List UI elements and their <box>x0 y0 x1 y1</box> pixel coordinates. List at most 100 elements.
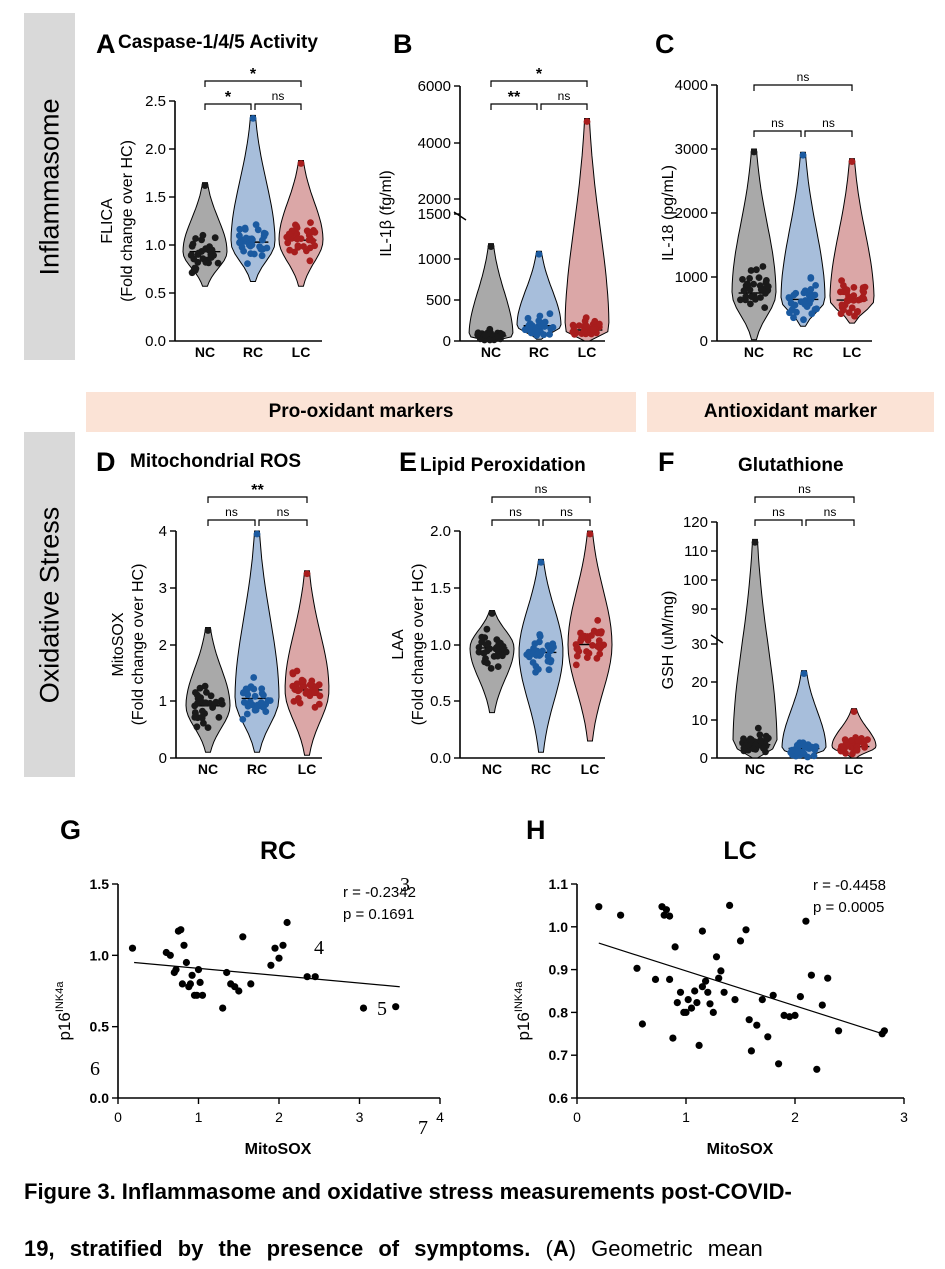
data-point <box>704 988 712 996</box>
data-point <box>860 740 868 747</box>
band-pro-oxidant: Pro-oxidant markers <box>86 392 636 432</box>
data-point <box>271 944 279 952</box>
data-point <box>297 160 305 167</box>
data-point <box>206 247 214 255</box>
data-point <box>239 933 247 941</box>
panel-letter: G <box>60 815 81 845</box>
y-tick-label: 0 <box>700 333 708 350</box>
y-tick-label: 0.9 <box>549 962 569 978</box>
y-axis-label: FLICA <box>99 198 116 244</box>
data-point <box>717 967 725 975</box>
y-tick-label: 3 <box>159 580 167 597</box>
data-point <box>764 735 771 743</box>
stat-p: p = 0.0005 <box>813 899 884 916</box>
stray-numeral: 6 <box>90 1058 100 1080</box>
significance-label: ns <box>771 116 784 130</box>
data-point <box>802 917 810 925</box>
data-point <box>189 240 197 248</box>
data-point <box>595 628 603 636</box>
data-point <box>790 314 797 322</box>
data-point <box>199 231 207 239</box>
data-point <box>488 610 496 617</box>
data-point <box>712 953 721 961</box>
data-point <box>248 235 256 243</box>
y-axis-label: (Fold change over HC) <box>410 564 427 726</box>
data-point <box>192 709 199 717</box>
panel-title: Lipid Peroxidation <box>420 455 586 476</box>
data-point <box>194 966 203 974</box>
stat-p: p = 0.1691 <box>343 906 414 923</box>
data-point <box>537 558 545 566</box>
y-tick-label: 0.7 <box>549 1047 569 1063</box>
significance-bracket <box>254 103 302 110</box>
data-point <box>482 331 489 339</box>
data-point <box>279 941 287 949</box>
data-point <box>204 627 212 634</box>
data-point <box>848 158 856 166</box>
data-point <box>769 991 777 999</box>
significance-label: ns <box>798 482 811 496</box>
data-point <box>596 320 603 328</box>
significance-label: ns <box>824 505 837 519</box>
data-point <box>583 322 591 330</box>
y-tick-label: 2000 <box>418 191 451 208</box>
data-point <box>194 700 201 707</box>
data-point <box>218 697 225 704</box>
data-point <box>702 977 710 985</box>
data-point <box>239 716 247 723</box>
violin-lc <box>284 570 330 756</box>
data-point <box>803 303 811 310</box>
y-tick-label: 500 <box>426 292 451 309</box>
data-point <box>263 244 271 252</box>
data-point <box>249 115 257 122</box>
figure-panels: A Caspase-1/4/5 Activity 0.0 0.5 1.0 1.5 2.0 2.… <box>54 29 908 1158</box>
x-tick-label: LC <box>843 344 862 360</box>
y-tick-label: 2000 <box>675 205 708 222</box>
data-point <box>589 642 596 649</box>
y-tick-label: 1000 <box>675 269 708 286</box>
data-point <box>544 657 552 665</box>
data-point <box>250 685 258 693</box>
data-point <box>178 980 186 988</box>
data-point <box>203 689 210 696</box>
panel-title: Glutathione <box>738 455 844 476</box>
data-point <box>251 692 259 700</box>
data-point <box>807 971 816 979</box>
data-point <box>807 743 815 751</box>
data-point <box>392 1003 400 1011</box>
section-label-inflammasome: Inflammasome <box>24 13 75 360</box>
data-point <box>698 927 707 935</box>
data-point <box>855 737 862 744</box>
data-point <box>258 699 265 707</box>
data-point <box>546 331 553 338</box>
data-point <box>594 617 602 624</box>
data-point <box>238 243 246 251</box>
data-point <box>193 991 201 999</box>
x-tick-label: NC <box>195 344 215 360</box>
significance-label: ** <box>508 89 521 106</box>
data-point <box>750 148 758 156</box>
significance-bracket <box>204 103 252 110</box>
data-point <box>303 973 311 981</box>
data-point <box>289 669 297 677</box>
y-tick-label: 10 <box>691 712 708 729</box>
data-point <box>260 229 268 237</box>
data-point <box>258 685 266 693</box>
y-axis-label: p16INK4a <box>54 981 74 1041</box>
y-tick-label: 110 <box>684 543 708 560</box>
data-point <box>788 306 796 313</box>
data-point <box>494 652 502 660</box>
data-point <box>757 294 764 301</box>
data-point <box>170 968 178 977</box>
data-point <box>837 310 845 318</box>
y-axis-label: MitoSOX <box>110 612 127 676</box>
data-point <box>254 226 262 234</box>
y-tick-label: 4000 <box>418 135 451 152</box>
data-point <box>579 634 586 642</box>
data-point <box>198 991 207 999</box>
data-point <box>684 996 692 1004</box>
data-point <box>706 1000 714 1008</box>
y-tick-label: 1.0 <box>145 237 166 254</box>
stray-numeral: 4 <box>314 937 324 959</box>
data-point <box>305 236 313 244</box>
